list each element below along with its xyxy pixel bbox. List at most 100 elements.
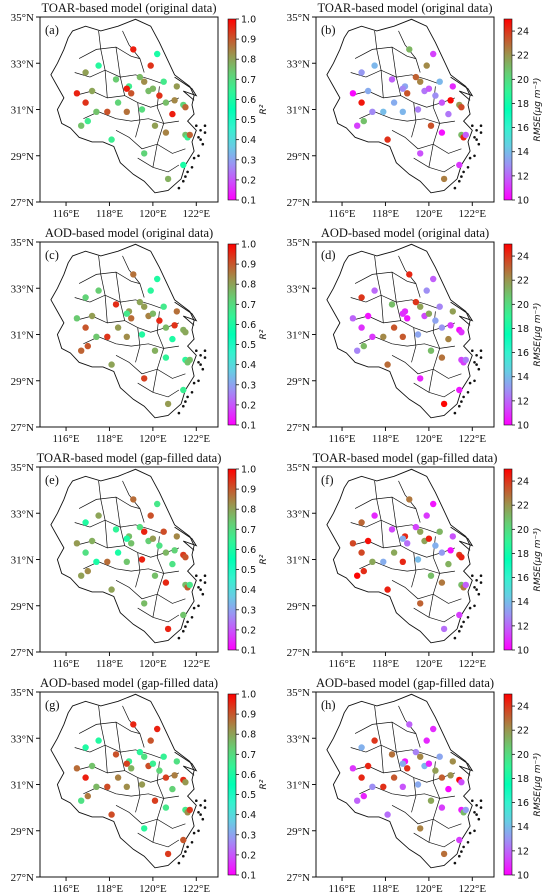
- station-marker: [406, 46, 413, 53]
- province-border: [115, 804, 186, 829]
- estuary-outline: [450, 76, 474, 101]
- station-marker: [73, 540, 81, 547]
- island-mark: [199, 363, 202, 366]
- station-marker: [95, 737, 102, 744]
- station-marker: [169, 110, 176, 118]
- station-marker: [164, 400, 172, 408]
- station-marker: [354, 797, 361, 804]
- station-marker: [82, 294, 89, 301]
- colorbar-tick-label: 0.7: [241, 525, 256, 536]
- province-border: [391, 579, 462, 604]
- station-marker: [149, 310, 157, 317]
- station-marker: [112, 526, 120, 533]
- station-marker: [388, 301, 396, 308]
- station-marker: [445, 560, 452, 568]
- x-tick-label: 116°E: [328, 658, 355, 670]
- station-marker: [414, 106, 422, 113]
- x-tick-label: 118°E: [372, 883, 399, 892]
- station-marker: [88, 87, 96, 95]
- colorbar-tick-label: 0.2: [241, 400, 256, 411]
- island-mark: [473, 361, 476, 364]
- island-mark: [184, 400, 187, 403]
- province-border: [89, 69, 164, 85]
- y-tick-label: 27°N: [287, 197, 310, 209]
- station-marker: [186, 356, 193, 364]
- province-border: [391, 804, 462, 829]
- colorbar-tick-label: 20: [517, 300, 529, 311]
- station-marker: [436, 528, 443, 535]
- station-marker: [95, 512, 102, 519]
- station-marker: [425, 760, 433, 767]
- station-marker: [456, 611, 463, 619]
- colorbar-tick-label: 0.8: [241, 280, 256, 291]
- x-tick-label: 120°E: [415, 883, 443, 892]
- island-mark: [182, 854, 185, 858]
- station-marker: [371, 287, 378, 294]
- colorbar: [227, 693, 237, 876]
- station-marker: [82, 774, 89, 781]
- island-mark: [184, 850, 187, 853]
- y-tick-label: 31°N: [287, 780, 310, 792]
- station-marker: [141, 303, 148, 310]
- station-marker: [417, 600, 424, 607]
- island-mark: [199, 579, 202, 582]
- estuary-outline: [174, 751, 198, 776]
- y-tick-label: 31°N: [287, 105, 310, 117]
- colorbar-tick-label: 24: [517, 252, 529, 263]
- y-tick-label: 29°N: [11, 151, 34, 163]
- station-marker: [78, 122, 85, 129]
- province-border: [115, 722, 126, 771]
- y-tick-label: 31°N: [11, 105, 34, 117]
- colorbar-tick-label: 1.0: [241, 465, 256, 476]
- island-mark: [473, 586, 476, 589]
- province-border: [98, 480, 108, 548]
- x-tick-label: 116°E: [52, 433, 79, 445]
- station-marker: [380, 108, 387, 116]
- colorbar-tick-label: 0.8: [241, 730, 256, 741]
- station-marker: [390, 99, 398, 106]
- station-marker: [404, 540, 411, 547]
- station-marker: [358, 774, 365, 781]
- station-marker: [123, 108, 130, 116]
- station-marker: [369, 333, 376, 340]
- x-tick-label: 118°E: [96, 658, 123, 670]
- station-marker: [427, 572, 435, 579]
- station-marker: [399, 535, 406, 542]
- colorbar-label: RMSE(μg m⁻³): [533, 528, 543, 592]
- station-marker: [440, 400, 448, 408]
- station-marker: [130, 271, 137, 278]
- station-marker: [162, 774, 170, 781]
- station-marker: [369, 108, 376, 116]
- province-border: [115, 354, 186, 379]
- colorbar-tick-label: 0.1: [241, 196, 256, 207]
- y-tick-label: 31°N: [287, 555, 310, 567]
- colorbar-tick-label: 0.2: [241, 850, 256, 861]
- colorbar-tick-label: 20: [517, 75, 529, 86]
- island-mark: [453, 861, 457, 865]
- island-mark: [190, 616, 194, 619]
- station-marker: [123, 760, 130, 767]
- station-marker: [95, 62, 102, 69]
- station-marker: [138, 781, 146, 788]
- province-border: [365, 294, 440, 310]
- y-tick-label: 29°N: [11, 601, 34, 613]
- y-tick-label: 29°N: [287, 601, 310, 613]
- station-marker: [123, 333, 130, 340]
- province-border: [413, 382, 456, 398]
- colorbar-tick-label: 0.1: [241, 646, 256, 657]
- x-tick-label: 116°E: [328, 208, 355, 220]
- station-marker: [423, 737, 430, 744]
- island-mark: [479, 356, 483, 359]
- island-mark: [473, 829, 476, 833]
- y-tick-label: 31°N: [11, 555, 34, 567]
- station-marker: [399, 783, 406, 790]
- station-marker: [399, 108, 406, 116]
- station-marker: [447, 547, 454, 554]
- station-marker: [82, 549, 89, 556]
- station-marker: [384, 586, 391, 593]
- station-marker: [430, 725, 437, 733]
- station-marker: [104, 558, 111, 565]
- station-marker: [160, 753, 167, 760]
- map-panel-h: AOD-based model (gap-filled data) (h) 116°…: [287, 676, 543, 892]
- station-marker: [414, 556, 422, 563]
